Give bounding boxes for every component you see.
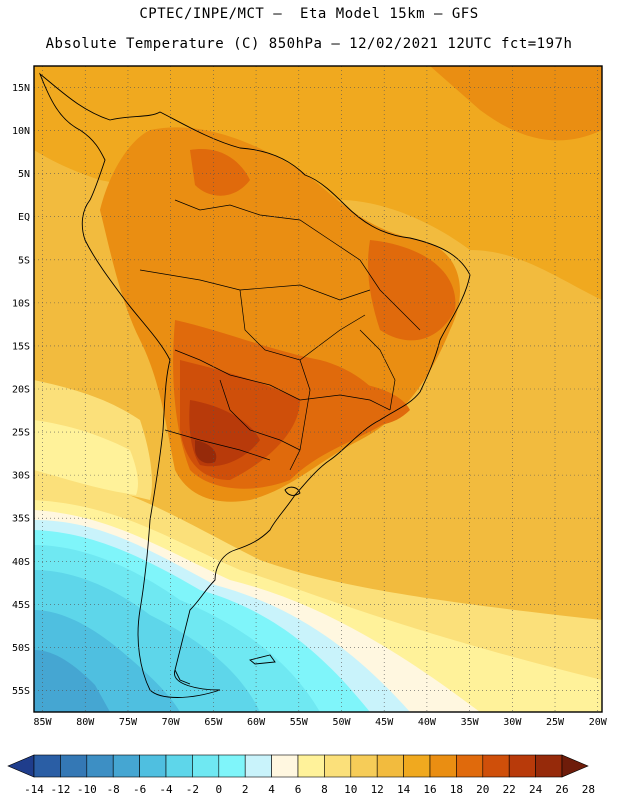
lon-label: 20W: [589, 717, 608, 728]
lat-label: 10N: [12, 126, 30, 137]
colorbar-swatch: [192, 754, 220, 778]
map-title: CPTEC/INPE/MCT – Eta Model 15km – GFS: [139, 6, 479, 22]
latitude-labels: 15N 10N 5N EQ 5S 10S 15S 20S 25S 30S 35S 40S 45S 50S 5…: [12, 83, 30, 697]
colorbar-label: 2: [242, 783, 249, 796]
colorbar-label: 0: [215, 783, 222, 796]
colorbar-swatch: [508, 754, 536, 778]
colorbar-swatch: [429, 754, 457, 778]
colorbar-arrow-high: [561, 754, 589, 778]
lat-label: 45S: [12, 600, 30, 611]
colorbar-label: 16: [423, 783, 436, 796]
lon-label: 50W: [332, 717, 351, 728]
colorbar-label: 18: [450, 783, 463, 796]
map-subtitle: Absolute Temperature (C) 850hPa – 12/02/…: [45, 36, 573, 52]
colorbar-swatch: [60, 754, 88, 778]
lon-label: 70W: [162, 717, 181, 728]
lat-label: 55S: [12, 686, 30, 697]
colorbar-swatch: [324, 754, 352, 778]
lat-label: 15N: [12, 83, 30, 94]
colorbar-swatch: [297, 754, 325, 778]
lon-label: 40W: [418, 717, 437, 728]
colorbar: [7, 754, 589, 778]
colorbar-swatch: [403, 754, 431, 778]
lat-label: 25S: [12, 428, 30, 439]
colorbar-swatch: [218, 754, 246, 778]
colorbar-label: -8: [107, 783, 120, 796]
colorbar-label: 28: [582, 783, 595, 796]
colorbar-label: -10: [77, 783, 97, 796]
lat-label: 5N: [18, 169, 30, 180]
colorbar-label: -2: [186, 783, 199, 796]
colorbar-swatch: [482, 754, 510, 778]
colorbar-swatch: [350, 754, 378, 778]
lon-label: 80W: [76, 717, 95, 728]
colorbar-swatch: [535, 754, 563, 778]
lat-label: 50S: [12, 643, 30, 654]
colorbar-swatch: [376, 754, 404, 778]
lon-label: 25W: [546, 717, 565, 728]
lat-label: 5S: [18, 255, 30, 266]
colorbar-label: 14: [397, 783, 411, 796]
colorbar-swatch: [244, 754, 272, 778]
lon-label: 75W: [119, 717, 138, 728]
lon-label: 65W: [204, 717, 223, 728]
colorbar-swatch: [165, 754, 193, 778]
colorbar-arrow-low: [7, 754, 35, 778]
lat-label: 35S: [12, 514, 30, 525]
lon-label: 60W: [247, 717, 266, 728]
lat-label: 30S: [12, 471, 30, 482]
colorbar-swatch: [271, 754, 299, 778]
lat-label: 15S: [12, 341, 30, 352]
lat-label: 20S: [12, 385, 30, 396]
colorbar-label: -4: [159, 783, 173, 796]
lat-label: 40S: [12, 557, 30, 568]
colorbar-label: 12: [371, 783, 384, 796]
lon-label: 85W: [34, 717, 53, 728]
colorbar-label: -12: [50, 783, 70, 796]
colorbar-swatch: [112, 754, 140, 778]
lon-label: 35W: [461, 717, 480, 728]
colorbar-swatch: [33, 754, 61, 778]
colorbar-label: 8: [321, 783, 328, 796]
colorbar-label: 20: [476, 783, 489, 796]
colorbar-label: 22: [503, 783, 516, 796]
colorbar-swatch: [456, 754, 484, 778]
colorbar-label: -6: [133, 783, 146, 796]
lat-label: EQ: [18, 212, 30, 223]
lon-label: 55W: [290, 717, 309, 728]
lat-label: 10S: [12, 298, 30, 309]
coastline: [38, 72, 471, 698]
colorbar-label: 4: [268, 783, 275, 796]
colorbar-label: -14: [24, 783, 44, 796]
longitude-labels: 85W 80W 75W 70W 65W 60W 55W 50W 45W 40W 35W 30W 25W 2…: [34, 717, 608, 728]
colorbar-swatch: [139, 754, 167, 778]
country-borders: [139, 199, 421, 471]
lon-label: 30W: [503, 717, 522, 728]
colorbar-label: 6: [295, 783, 302, 796]
map-frame: [33, 65, 603, 713]
colorbar-swatch: [86, 754, 114, 778]
colorbar-label: 24: [529, 783, 543, 796]
colorbar-labels: -14 -12 -10 -8 -6 -4 -2 0 2 4 6 8 10 12 14 16 18 20 22 24 26…: [24, 783, 595, 796]
lon-label: 45W: [375, 717, 394, 728]
colorbar-label: 10: [344, 783, 357, 796]
colorbar-label: 26: [555, 783, 568, 796]
lat-lon-grid: [34, 66, 602, 712]
